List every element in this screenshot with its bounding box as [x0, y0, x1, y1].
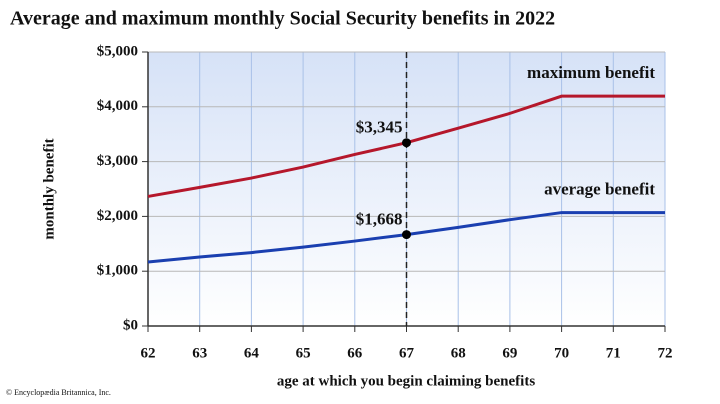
x-axis-label: age at which you begin claiming benefits [277, 373, 536, 389]
series-label: average benefit [544, 179, 655, 198]
x-tick-label: 68 [451, 345, 466, 361]
annotation-label: $1,668 [356, 209, 403, 228]
y-tick-label: $0 [123, 317, 138, 333]
x-tick-label: 65 [296, 345, 311, 361]
x-tick-label: 70 [554, 345, 569, 361]
y-tick-label: $1,000 [97, 263, 138, 279]
y-tick-label: $3,000 [97, 153, 138, 169]
annotation-label: $3,345 [356, 118, 403, 137]
x-tick-label: 66 [347, 345, 363, 361]
y-tick-label: $5,000 [97, 43, 138, 59]
x-tick-label: 72 [658, 345, 673, 361]
chart-title: Average and maximum monthly Social Secur… [10, 8, 555, 30]
annotation-point [402, 138, 411, 148]
annotation-point [402, 230, 411, 240]
x-tick-label: 67 [399, 345, 415, 361]
x-tick-label: 71 [606, 345, 621, 361]
x-tick-label: 63 [192, 345, 207, 361]
y-axis-label: monthly benefit [41, 138, 57, 239]
x-tick-label: 64 [244, 345, 260, 361]
x-tick-label: 69 [502, 345, 517, 361]
y-tick-label: $2,000 [97, 208, 138, 224]
x-tick-label: 62 [141, 345, 156, 361]
credit: © Encyclopædia Britannica, Inc. [6, 388, 111, 397]
series-label: maximum benefit [527, 63, 655, 82]
y-tick-label: $4,000 [97, 98, 138, 114]
